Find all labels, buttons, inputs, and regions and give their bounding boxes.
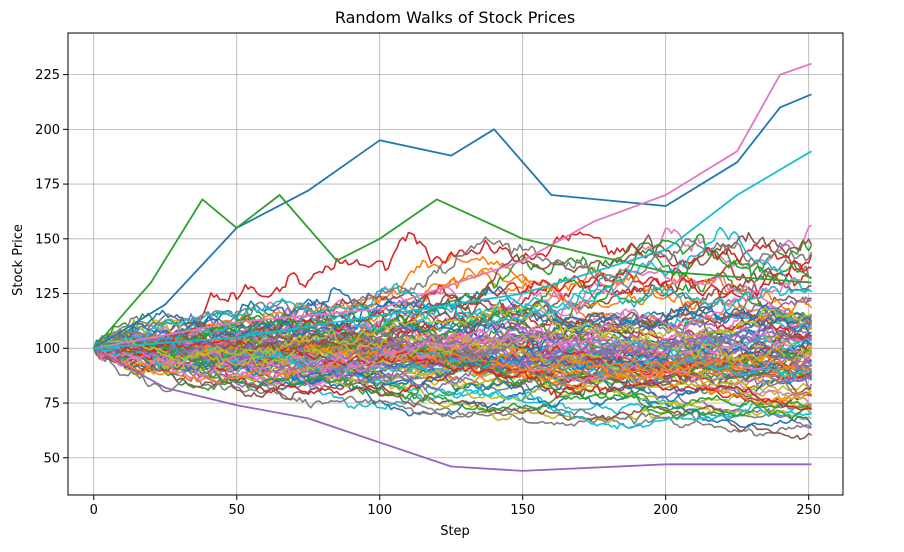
y-tick-label: 50 (43, 451, 60, 466)
x-axis-label: Step (440, 524, 470, 539)
chart-title: Random Walks of Stock Prices (335, 8, 575, 27)
x-tick-label: 250 (796, 503, 821, 518)
y-tick-label: 225 (35, 68, 60, 83)
random-walk-line (93, 332, 812, 405)
y-tick-label: 100 (35, 342, 60, 357)
random-walk-line (93, 278, 812, 372)
random-walk-line (93, 231, 812, 361)
random-walk-line (93, 314, 813, 388)
random-walk-line (93, 337, 812, 411)
random-walk-line (93, 347, 812, 407)
y-tick-label: 75 (43, 397, 60, 412)
y-tick-label: 175 (35, 178, 60, 193)
x-tick-label: 0 (90, 503, 98, 518)
x-tick-label: 150 (510, 503, 535, 518)
random-walk-line (93, 337, 812, 430)
random-walk-line (92, 338, 812, 391)
x-tick-label: 100 (367, 503, 392, 518)
sample-series-line (93, 93, 812, 350)
sample-series-line (93, 347, 812, 472)
y-tick-label: 200 (35, 123, 60, 138)
x-tick-label: 200 (653, 503, 678, 518)
sample-series-line (93, 62, 812, 350)
random-walk-line (93, 322, 812, 364)
plot-frame (67, 32, 844, 496)
axis-ticks: 0 50 100 150 200 250 50 75 100 125 150 175 200 225 (35, 68, 821, 518)
series-lines (92, 62, 813, 472)
y-axis-label: Stock Price (11, 224, 26, 296)
random-walk-line (93, 226, 813, 357)
random-walk-line (93, 340, 812, 389)
random-walk-line (93, 303, 812, 365)
sample-series-line (93, 194, 812, 349)
random-walk-line (93, 331, 812, 420)
random-walk-line (92, 341, 812, 379)
x-tick-label: 50 (228, 503, 245, 518)
random-walk-line (93, 336, 813, 420)
random-walk-line (93, 285, 812, 353)
random-walk-line (93, 236, 813, 352)
random-walk-line (93, 319, 813, 392)
random-walk-line (93, 304, 812, 352)
random-walk-line (93, 231, 813, 357)
y-tick-label: 150 (35, 232, 60, 247)
y-tick-label: 125 (35, 287, 60, 302)
sample-series-line (93, 150, 812, 350)
random-walk-line (93, 289, 812, 363)
random-walk-line (93, 326, 813, 368)
random-walk-line (93, 313, 812, 367)
